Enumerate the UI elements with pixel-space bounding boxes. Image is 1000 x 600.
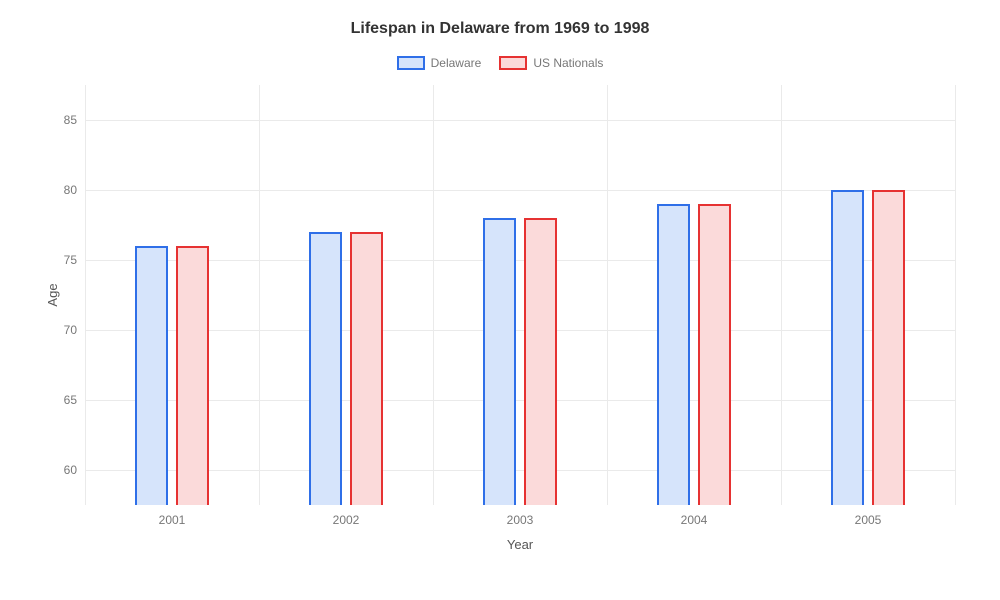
bar[interactable] bbox=[176, 246, 209, 505]
x-tick-label: 2002 bbox=[333, 513, 360, 527]
chart-container: Lifespan in Delaware from 1969 to 1998 D… bbox=[0, 0, 1000, 600]
bar[interactable] bbox=[657, 204, 690, 505]
y-tick-label: 70 bbox=[64, 323, 77, 337]
bar[interactable] bbox=[309, 232, 342, 505]
y-tick-label: 60 bbox=[64, 463, 77, 477]
chart-bars bbox=[85, 85, 955, 505]
legend-label: US Nationals bbox=[533, 56, 603, 70]
legend-swatch bbox=[499, 56, 527, 70]
legend-label: Delaware bbox=[431, 56, 482, 70]
bar[interactable] bbox=[483, 218, 516, 505]
bar[interactable] bbox=[135, 246, 168, 505]
grid-line-vertical bbox=[955, 85, 956, 505]
bar[interactable] bbox=[831, 190, 864, 505]
x-tick-label: 2001 bbox=[159, 513, 186, 527]
y-tick-label: 80 bbox=[64, 183, 77, 197]
x-axis-title: Year bbox=[507, 537, 533, 552]
legend-item[interactable]: Delaware bbox=[397, 56, 482, 70]
bar[interactable] bbox=[350, 232, 383, 505]
plot-area: 60657075808520012002200320042005 Age Yea… bbox=[85, 85, 955, 505]
y-axis-title: Age bbox=[45, 283, 60, 306]
chart-legend: Delaware US Nationals bbox=[30, 56, 970, 70]
bar[interactable] bbox=[698, 204, 731, 505]
legend-swatch bbox=[397, 56, 425, 70]
y-tick-label: 65 bbox=[64, 393, 77, 407]
bar[interactable] bbox=[524, 218, 557, 505]
x-tick-label: 2003 bbox=[507, 513, 534, 527]
chart-title: Lifespan in Delaware from 1969 to 1998 bbox=[30, 20, 970, 38]
y-tick-label: 85 bbox=[64, 113, 77, 127]
legend-item[interactable]: US Nationals bbox=[499, 56, 603, 70]
bar[interactable] bbox=[872, 190, 905, 505]
x-tick-label: 2005 bbox=[855, 513, 882, 527]
x-tick-label: 2004 bbox=[681, 513, 708, 527]
y-tick-label: 75 bbox=[64, 253, 77, 267]
